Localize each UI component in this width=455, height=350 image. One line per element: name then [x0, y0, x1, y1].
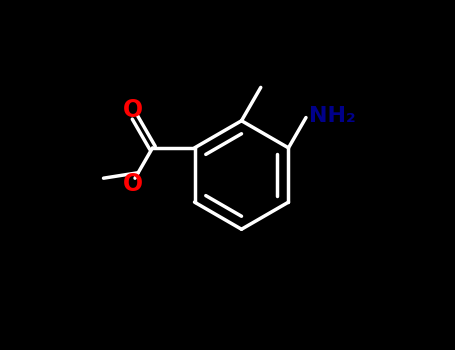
Text: NH₂: NH₂	[309, 106, 355, 126]
Text: O: O	[123, 98, 143, 122]
Text: O: O	[123, 173, 143, 196]
